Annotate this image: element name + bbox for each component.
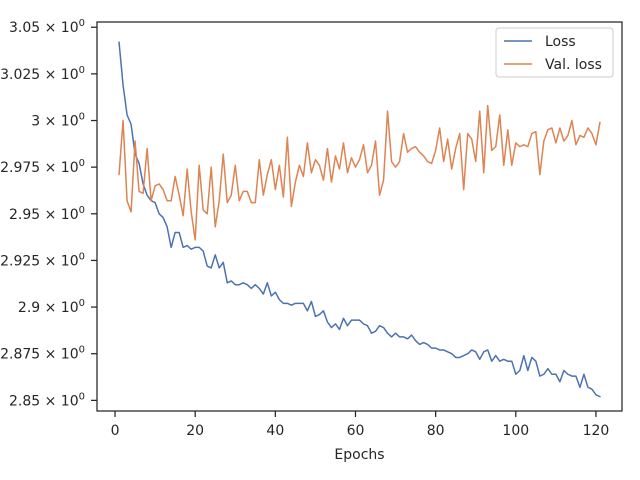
- x-tick-label: 80: [427, 423, 445, 439]
- y-tick-label: 3 × 100: [31, 112, 85, 130]
- y-tick-label: 2.85 × 100: [9, 391, 85, 409]
- x-tick-label: 40: [266, 423, 284, 439]
- y-tick-label: 2.9 × 100: [18, 298, 85, 316]
- x-axis: 0 20 40 60 80 100 120: [111, 411, 610, 439]
- x-tick-label: 0: [111, 423, 120, 439]
- x-tick-label: 100: [502, 423, 529, 439]
- y-tick-label: 3.05 × 100: [9, 18, 85, 36]
- y-axis: 2.85 × 100 2.875 × 100 2.9 × 100 2.925 × 10…: [0, 18, 97, 409]
- y-tick-label: 2.975 × 100: [0, 158, 85, 176]
- series-line-loss: [118, 41, 601, 398]
- series-line-val-loss: [118, 104, 601, 241]
- series-layer: [118, 41, 601, 398]
- y-tick-label: 3.025 × 100: [0, 65, 85, 83]
- y-tick-label: 2.925 × 100: [0, 251, 85, 269]
- plot-frame: [96, 21, 623, 412]
- legend-label-loss: Loss: [545, 34, 576, 50]
- x-axis-label: Epochs: [334, 447, 384, 463]
- legend: Loss Val. loss: [495, 27, 614, 78]
- legend-label-val-loss: Val. loss: [545, 57, 602, 73]
- x-tick-label: 60: [347, 423, 365, 439]
- y-tick-label: 2.95 × 100: [9, 205, 85, 223]
- x-tick-label: 20: [186, 423, 204, 439]
- x-tick-label: 120: [583, 423, 610, 439]
- y-tick-label: 2.875 × 100: [0, 345, 85, 363]
